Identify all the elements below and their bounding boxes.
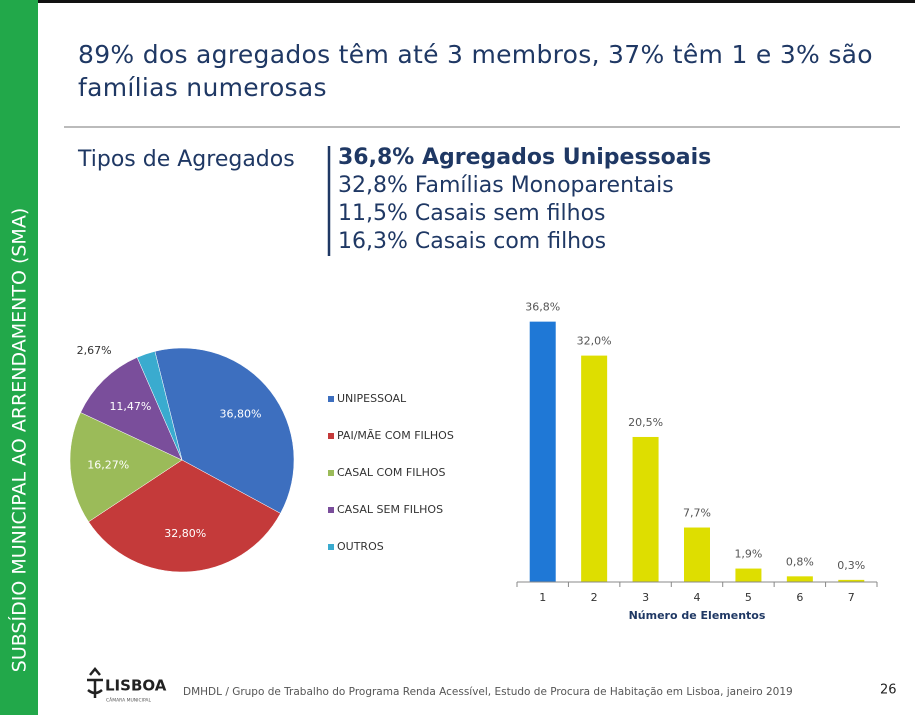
- bar: [838, 579, 865, 582]
- legend-swatch: [328, 396, 334, 402]
- bar: [529, 321, 556, 582]
- highlights: 36,8% Agregados Unipessoais 32,8% Família…: [338, 145, 711, 254]
- pie-label: 2,67%: [77, 344, 112, 357]
- pie-label: 36,80%: [219, 408, 261, 421]
- legend-swatch: [328, 544, 334, 550]
- pie-label: 32,80%: [164, 527, 206, 540]
- bar: [684, 527, 710, 582]
- bar-label: 36,8%: [525, 301, 560, 314]
- pie-slice: [154, 347, 295, 514]
- subtitle: Tipos de Agregados: [77, 147, 295, 172]
- x-tick-label: 3: [642, 591, 649, 604]
- logo-text: LISBOA: [105, 677, 167, 695]
- x-tick-label: 2: [591, 591, 598, 604]
- bar: [786, 576, 813, 582]
- legend-label: OUTROS: [337, 540, 384, 553]
- bar-label: 1,9%: [734, 548, 762, 561]
- pie-label: 16,27%: [87, 458, 129, 471]
- logo-icon: [87, 667, 103, 698]
- legend-swatch: [328, 433, 334, 439]
- legend-label: CASAL SEM FILHOS: [337, 503, 443, 516]
- x-tick-label: 1: [539, 591, 546, 604]
- legend-swatch: [328, 470, 334, 476]
- side-label: SUBSÍDIO MUNICIPAL AO ARRENDAMENTO (SMA): [8, 208, 31, 672]
- x-tick-label: 5: [745, 591, 752, 604]
- bar-label: 0,8%: [786, 555, 814, 568]
- logo-subtext: CÂMARA MUNICIPAL: [106, 697, 151, 704]
- legend-label: CASAL COM FILHOS: [337, 466, 445, 479]
- x-tick-label: 7: [848, 591, 855, 604]
- side-band: [0, 0, 38, 715]
- bar-label: 7,7%: [683, 507, 711, 520]
- bar: [632, 436, 659, 582]
- bar-label: 32,0%: [577, 335, 612, 348]
- logo: LISBOA CÂMARA MUNICIPAL: [87, 667, 167, 704]
- legend-swatch: [328, 507, 334, 513]
- pie-slice: [136, 351, 183, 461]
- legend-label: UNIPESSOAL: [337, 392, 407, 405]
- highlight-line: 11,5% Casais sem filhos: [338, 201, 606, 226]
- pie-slice: [69, 412, 183, 523]
- pie-slice: [88, 459, 281, 573]
- x-axis-label: Número de Elementos: [629, 609, 766, 622]
- pie-label: 11,47%: [109, 400, 151, 413]
- highlight-line: 32,8% Famílias Monoparentais: [338, 173, 674, 198]
- page-number: 26: [880, 683, 897, 698]
- pie-slice: [80, 357, 183, 461]
- x-tick-label: 6: [796, 591, 803, 604]
- bar: [581, 355, 608, 582]
- footer: DMHDL / Grupo de Trabalho do Programa Re…: [183, 686, 793, 698]
- bar-label: 0,3%: [837, 559, 865, 572]
- bar-label: 20,5%: [628, 416, 663, 429]
- legend-label: PAI/MÃE COM FILHOS: [337, 429, 454, 442]
- highlight-line: 36,8% Agregados Unipessoais: [338, 145, 711, 170]
- title: 89% dos agregados têm até 3 membros, 37%…: [78, 40, 873, 102]
- highlight-line: 16,3% Casais com filhos: [338, 229, 606, 254]
- x-tick-label: 4: [694, 591, 701, 604]
- top-border: [0, 0, 915, 3]
- bar: [735, 568, 762, 582]
